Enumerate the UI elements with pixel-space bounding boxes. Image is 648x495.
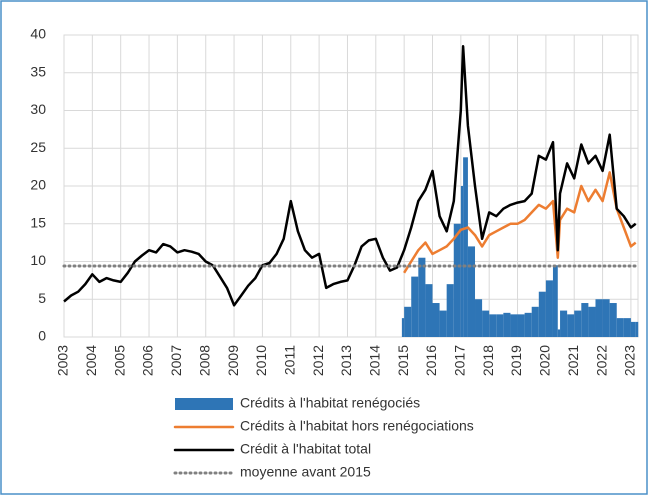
- bar: [496, 314, 504, 337]
- bar: [453, 223, 461, 337]
- y-tick-label: 30: [30, 101, 46, 117]
- line: [403, 171, 637, 274]
- x-tick-label: 2003: [55, 345, 71, 376]
- bar: [531, 306, 539, 337]
- x-tick-label: 2014: [367, 345, 383, 376]
- x-tick-label: 2007: [168, 345, 184, 376]
- legend-label: Crédit à l'habitat total: [240, 441, 371, 457]
- y-tick-label: 40: [30, 26, 46, 42]
- bar: [475, 299, 483, 337]
- x-tick-label: 2011: [281, 345, 297, 375]
- bar: [524, 312, 532, 337]
- plot-border: [63, 34, 639, 338]
- bar: [538, 291, 546, 337]
- y-tick-label: 15: [30, 214, 46, 230]
- x-tick-label: 2004: [83, 345, 99, 376]
- bar: [609, 303, 617, 337]
- bar: [503, 312, 511, 337]
- bar: [635, 321, 639, 337]
- x-tick-label: 2010: [253, 345, 269, 376]
- bar: [439, 310, 447, 337]
- bar: [567, 314, 575, 337]
- bar: [560, 310, 568, 337]
- y-tick-label: 20: [30, 177, 46, 193]
- legend-swatch: [175, 398, 233, 410]
- bar: [489, 314, 497, 337]
- x-tick-label: 2022: [593, 345, 609, 376]
- y-tick-label: 35: [30, 63, 46, 79]
- bar: [595, 299, 603, 337]
- bar: [630, 321, 636, 337]
- x-tick-label: 2006: [140, 345, 156, 376]
- x-tick-label: 2023: [622, 345, 638, 376]
- x-tick-label: 2008: [196, 345, 212, 376]
- bar: [545, 280, 553, 337]
- x-tick-label: 2017: [452, 345, 468, 376]
- line: [63, 45, 637, 307]
- bar: [581, 303, 589, 337]
- x-tick-label: 2009: [225, 345, 241, 376]
- x-tick-label: 2005: [111, 345, 127, 376]
- y-tick-label: 0: [38, 328, 46, 344]
- bar: [588, 306, 596, 337]
- bar: [616, 318, 624, 337]
- legend-label: moyenne avant 2015: [240, 464, 371, 480]
- x-tick-label: 2015: [395, 345, 411, 376]
- bar: [404, 306, 412, 337]
- bar: [460, 186, 464, 337]
- bar: [517, 314, 525, 337]
- y-tick-label: 10: [30, 252, 46, 268]
- x-tick-label: 2012: [310, 345, 326, 376]
- legend-label: Crédits à l'habitat renégociés: [240, 395, 420, 411]
- bar: [411, 276, 419, 337]
- x-tick-label: 2013: [338, 345, 354, 376]
- bar: [552, 265, 558, 337]
- bar: [623, 318, 631, 337]
- bar: [463, 157, 468, 337]
- x-tick-label: 2018: [480, 345, 496, 376]
- bar: [574, 310, 582, 337]
- y-tick-label: 25: [30, 139, 46, 155]
- bar: [425, 284, 433, 337]
- bar: [602, 299, 610, 337]
- bar: [510, 314, 518, 337]
- x-tick-label: 2021: [565, 345, 581, 376]
- legend-label: Crédits à l'habitat hors renégociations: [240, 418, 474, 434]
- x-tick-label: 2016: [423, 345, 439, 376]
- bar: [467, 246, 476, 337]
- bar: [418, 257, 426, 337]
- bar: [482, 310, 490, 337]
- y-tick-label: 5: [38, 290, 46, 306]
- x-tick-label: 2019: [508, 345, 524, 376]
- bar: [401, 318, 405, 337]
- bar: [432, 303, 440, 337]
- bar: [446, 284, 454, 337]
- x-tick-label: 2020: [537, 345, 553, 376]
- bar: [557, 329, 561, 337]
